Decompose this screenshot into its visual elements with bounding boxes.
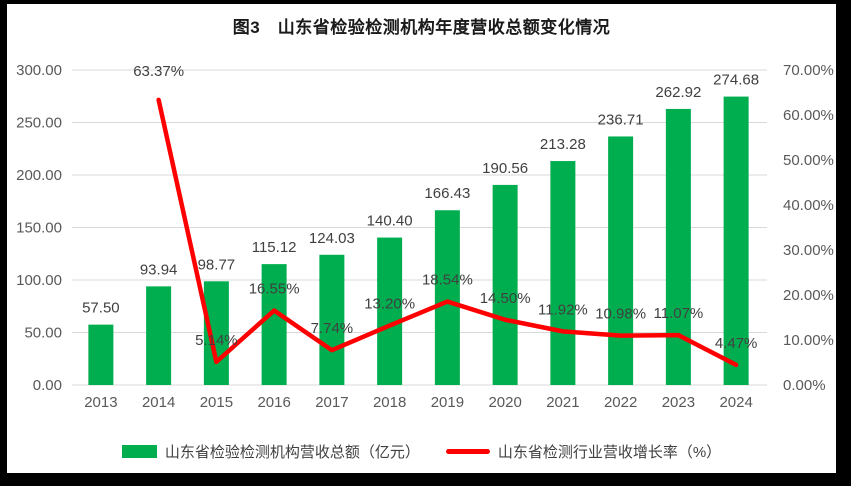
bar-value-label: 274.68: [713, 72, 759, 89]
line-series-swatch-icon: [445, 448, 490, 454]
y2-axis-tick-label: 20.00%: [783, 287, 834, 304]
x-axis-label: 2017: [315, 394, 348, 411]
y2-axis-tick-label: 0.00%: [783, 377, 826, 394]
y-axis-tick-label: 100.00: [16, 272, 62, 289]
bar-value-label: 140.40: [367, 213, 413, 230]
line-value-label: 14.50%: [480, 290, 531, 307]
line-value-label: 63.37%: [133, 63, 184, 80]
bar: [319, 254, 345, 385]
chart-title: 图3 山东省检验检测机构年度营收总额变化情况: [232, 18, 611, 37]
bar: [261, 264, 287, 385]
line-value-label: 11.07%: [653, 305, 703, 322]
bar: [608, 136, 634, 385]
bar-series-swatch-icon: [121, 444, 157, 458]
bar-value-label: 213.28: [540, 136, 586, 153]
y-axis-tick-label: 300.00: [16, 62, 62, 79]
legend-item-revenue: 山东省检验检测机构营收总额（亿元）: [121, 441, 420, 462]
line-value-label: 7.74%: [311, 320, 354, 337]
y-axis-tick-label: 250.00: [16, 115, 62, 132]
bar-value-label: 98.77: [198, 256, 236, 273]
bar-value-label: 57.50: [82, 300, 120, 317]
y2-axis-tick-label: 50.00%: [783, 152, 834, 169]
x-axis-label: 2018: [373, 394, 406, 411]
line-value-label: 18.54%: [422, 272, 473, 289]
x-axis-label: 2024: [719, 394, 752, 411]
legend-label-growth: 山东省检测行业营收增长率（%）: [497, 443, 722, 461]
line-value-label: 4.47%: [715, 335, 758, 352]
bar: [665, 108, 691, 386]
line-value-label: 11.92%: [538, 301, 588, 318]
y2-axis-tick-label: 30.00%: [783, 242, 834, 259]
line-value-label: 13.20%: [364, 296, 415, 313]
chart-panel: 图3 山东省检验检测机构年度营收总额变化情况 0.00 50.00 100.00 15…: [7, 4, 836, 473]
bar-value-label: 115.12: [252, 239, 297, 256]
bar: [492, 184, 518, 385]
bar-value-label: 190.56: [482, 160, 528, 177]
x-axis-label: 2022: [604, 394, 637, 411]
x-axis-label: 2023: [662, 394, 695, 411]
legend-label-revenue: 山东省检验检测机构营收总额（亿元）: [164, 443, 420, 461]
legend-item-growth: 山东省检测行业营收增长率（%）: [445, 441, 722, 462]
bar-value-label: 262.92: [655, 84, 701, 101]
bar-value-label: 124.03: [309, 230, 355, 247]
x-axis-label: 2019: [431, 394, 464, 411]
line-value-label: 16.55%: [249, 281, 300, 298]
bar-value-label: 236.71: [598, 111, 644, 128]
y2-axis-tick-label: 60.00%: [783, 107, 834, 124]
y-axis-tick-label: 150.00: [16, 220, 62, 237]
bar-value-label: 93.94: [140, 261, 178, 278]
bar: [434, 210, 460, 385]
x-axis-label: 2014: [142, 394, 175, 411]
bar: [550, 161, 576, 385]
x-axis-label: 2015: [200, 394, 233, 411]
x-axis-label: 2016: [257, 394, 290, 411]
trend-line: [156, 97, 739, 368]
y-axis-tick-label: 50.00: [24, 325, 62, 342]
bar: [88, 324, 114, 385]
bar: [723, 96, 749, 385]
y-axis-tick-label: 200.00: [16, 167, 62, 184]
bar: [146, 286, 172, 385]
line-value-label: 5.14%: [195, 332, 238, 349]
bar-value-label: 166.43: [424, 185, 470, 202]
x-axis-label: 2020: [488, 394, 521, 411]
y2-axis-tick-label: 70.00%: [783, 62, 834, 79]
y-axis-tick-label: 0.00: [33, 377, 62, 394]
x-axis-label: 2013: [84, 394, 117, 411]
bar: [377, 237, 403, 385]
x-axis-label: 2021: [546, 394, 579, 411]
chart-legend: 山东省检验检测机构营收总额（亿元） 山东省检测行业营收增长率（%）: [7, 430, 836, 472]
y2-axis-tick-label: 10.00%: [783, 332, 834, 349]
y2-axis-tick-label: 40.00%: [783, 197, 834, 214]
combo-chart-canvas: 0.00 50.00 100.00 150.00 200.00 250.00 300.00 0…: [16, 62, 834, 411]
line-value-label: 10.98%: [595, 306, 646, 323]
